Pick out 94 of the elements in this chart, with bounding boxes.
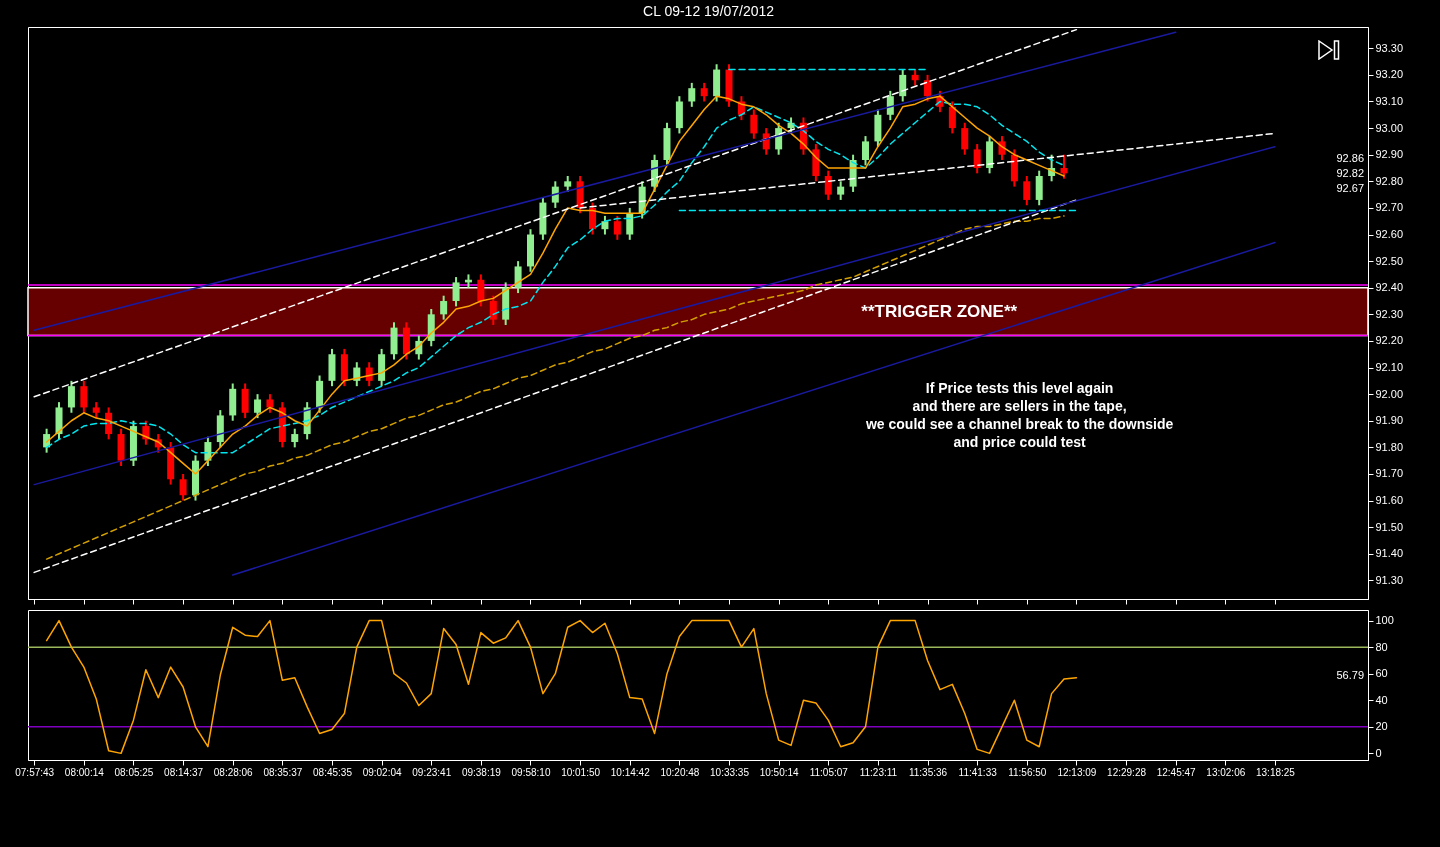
y-tick-label: 93.30 — [1375, 41, 1404, 54]
band-label: **TRIGGER ZONE** — [861, 301, 1018, 321]
y-tick-label: 40 — [1375, 693, 1388, 706]
x-tick-label: 13:18:25 — [1255, 766, 1296, 778]
x-tick-label: 08:35:37 — [263, 766, 303, 778]
y-tick-label: 92.90 — [1375, 148, 1404, 161]
candlestick — [266, 393, 274, 414]
y-tick-label: 92.30 — [1375, 307, 1404, 320]
y-tick-label: 91.40 — [1375, 547, 1404, 560]
y-tick-label: 20 — [1375, 720, 1388, 733]
candlestick — [452, 276, 460, 308]
annotation: If Price tests this level again and there are sellers in the tape, we could see a channel break to the downside and price could test — [864, 379, 1174, 450]
candlestick — [1023, 174, 1031, 207]
candlestick — [626, 206, 634, 241]
x-tick-label: 09:58:10 — [511, 766, 551, 778]
x-tick-label: 10:50:14 — [759, 766, 800, 778]
y-tick-label: 93.00 — [1375, 121, 1404, 134]
candlestick — [80, 379, 88, 414]
x-tick-label: 08:28:06 — [213, 766, 254, 778]
candlestick — [254, 393, 262, 420]
x-tick-label: 08:00:14 — [64, 766, 105, 778]
x-tick-label: 12:13:09 — [1057, 766, 1097, 778]
y-tick-label: 92.40 — [1375, 281, 1404, 294]
candlestick — [1035, 169, 1043, 207]
candlestick — [824, 169, 832, 201]
candlestick — [477, 273, 485, 308]
annotation: 92.82 — [1336, 166, 1364, 179]
y-tick-label: 92.20 — [1375, 334, 1404, 347]
candlestick — [862, 135, 869, 167]
candlestick — [973, 143, 981, 175]
y-tick-label: 80 — [1375, 640, 1388, 653]
candlestick — [179, 472, 187, 502]
candlestick — [750, 108, 758, 140]
candlestick — [204, 435, 212, 467]
candlestick — [551, 180, 559, 209]
y-tick-label: 100 — [1375, 614, 1394, 627]
candlestick — [514, 260, 522, 295]
x-tick-label: 12:29:28 — [1107, 766, 1147, 778]
y-tick-label: 91.90 — [1375, 414, 1404, 427]
x-tick-label: 13:02:06 — [1206, 766, 1246, 778]
y-tick-label: 92.80 — [1375, 174, 1404, 187]
x-tick-label: 09:38:19 — [461, 766, 502, 778]
candlestick — [67, 379, 75, 414]
x-tick-label: 11:41:33 — [958, 766, 998, 778]
annotation: 92.86 — [1336, 151, 1364, 164]
y-tick-label: 92.10 — [1375, 361, 1404, 374]
x-tick-label: 12:45:47 — [1156, 766, 1197, 778]
x-tick-label: 07:57:43 — [15, 766, 55, 778]
x-tick-label: 11:05:07 — [809, 766, 849, 778]
x-tick-label: 09:02:04 — [362, 766, 403, 778]
candlestick — [613, 214, 621, 241]
x-tick-label: 09:23:41 — [412, 766, 452, 778]
candlestick — [489, 294, 497, 326]
x-tick-label: 10:01:50 — [561, 766, 601, 778]
annotation: 56.79 — [1336, 669, 1364, 681]
y-tick-label: 92.70 — [1375, 201, 1404, 214]
line-series — [45, 619, 1078, 755]
chart-title: CL 09-12 19/07/2012 — [643, 2, 775, 19]
y-tick-label: 91.70 — [1375, 467, 1404, 480]
candlestick — [837, 180, 845, 201]
x-tick-label: 11:23:11 — [859, 766, 898, 778]
candlestick — [241, 382, 249, 420]
candlestick — [688, 81, 696, 108]
candlestick — [601, 214, 609, 236]
candlestick — [1060, 153, 1068, 180]
y-tick-label: 91.60 — [1375, 494, 1404, 507]
x-tick-label: 08:45:35 — [313, 766, 353, 778]
candlestick — [948, 100, 956, 135]
y-tick-label: 93.20 — [1375, 68, 1404, 81]
candlestick — [589, 201, 597, 236]
x-tick-label: 08:14:37 — [164, 766, 204, 778]
y-tick-label: 91.80 — [1375, 440, 1404, 453]
x-tick-label: 10:14:42 — [610, 766, 651, 778]
candlestick — [700, 81, 708, 103]
candlestick — [899, 68, 907, 103]
y-tick-label: 60 — [1375, 667, 1388, 680]
annotation: 92.67 — [1336, 181, 1364, 194]
y-tick-label: 93.10 — [1375, 94, 1404, 107]
y-tick-label: 92.00 — [1375, 387, 1404, 400]
y-tick-label: 0 — [1375, 746, 1382, 759]
candlestick — [440, 294, 448, 321]
y-tick-label: 91.30 — [1375, 573, 1404, 586]
candlestick — [924, 73, 932, 103]
x-tick-label: 11:56:50 — [1008, 766, 1047, 778]
candlestick — [886, 89, 894, 122]
candlestick — [291, 427, 299, 449]
x-tick-label: 10:20:48 — [660, 766, 700, 778]
x-tick-label: 08:05:25 — [114, 766, 154, 778]
y-tick-label: 92.60 — [1375, 228, 1404, 241]
candlestick — [961, 121, 969, 156]
y-tick-label: 91.50 — [1375, 520, 1404, 533]
y-tick-label: 92.50 — [1375, 254, 1404, 267]
x-tick-label: 10:33:35 — [710, 766, 750, 778]
x-tick-label: 11:35:36 — [908, 766, 948, 778]
